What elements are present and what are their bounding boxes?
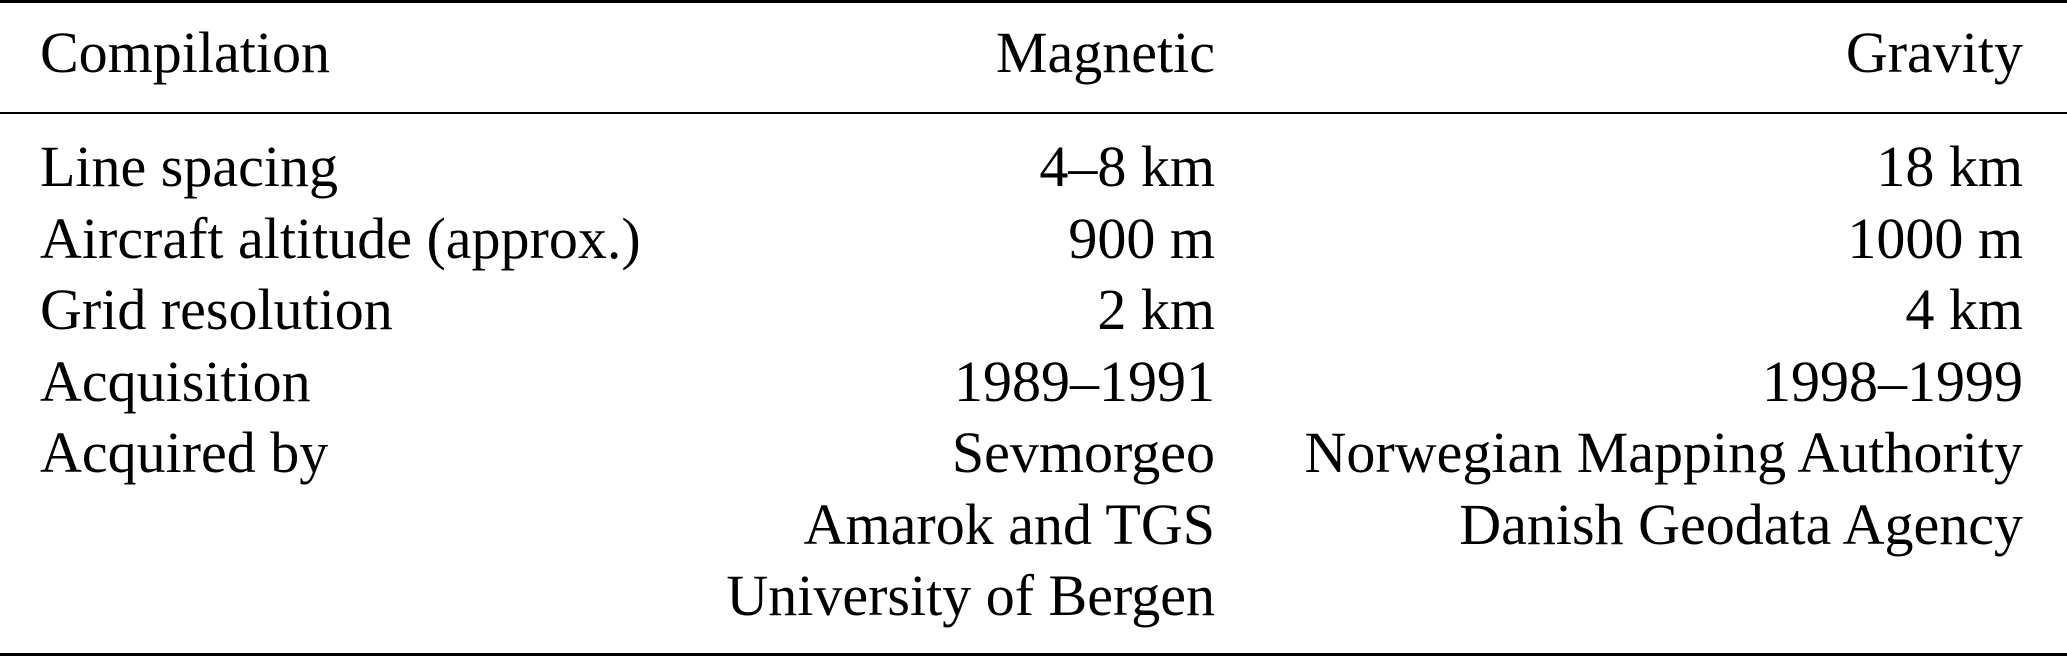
magnetic-cell: 1989–1991: [954, 348, 1215, 414]
row-label: Acquisition: [40, 348, 311, 414]
gravity-cell: Danish Geodata Agency: [1459, 491, 2023, 557]
table-row: Acquisition 1989–1991 1998–1999: [0, 346, 2067, 418]
gravity-cell: 18 km: [1876, 134, 2023, 199]
header-magnetic: Magnetic: [995, 20, 1215, 85]
header-rule: [0, 112, 2067, 114]
header-compilation: Compilation: [40, 20, 330, 85]
magnetic-cell: University of Bergen: [726, 563, 1215, 628]
magnetic-cell: 4–8 km: [1039, 134, 1215, 199]
top-rule: [0, 0, 2067, 3]
magnetic-cell: Amarok and TGS: [803, 491, 1215, 557]
table-row: University of Bergen: [0, 560, 2067, 632]
bottom-rule: [0, 653, 2067, 656]
table-row: Acquired by Sevmorgeo Norwegian Mapping Au…: [0, 417, 2067, 489]
table-row: Grid resolution 2 km 4 km: [0, 274, 2067, 346]
table-row: Line spacing 4–8 km 18 km: [0, 131, 2067, 203]
gravity-cell: 1998–1999: [1762, 348, 2023, 414]
gravity-cell: 1000 m: [1847, 205, 2023, 271]
gravity-cell: Norwegian Mapping Authority: [1304, 420, 2023, 485]
table-row: Amarok and TGS Danish Geodata Agency: [0, 489, 2067, 561]
row-label: Acquired by: [40, 420, 329, 485]
table-row: Aircraft altitude (approx.) 900 m 1000 m: [0, 203, 2067, 275]
magnetic-cell: 2 km: [1097, 277, 1215, 342]
header-gravity: Gravity: [1845, 20, 2023, 85]
row-label: Line spacing: [40, 134, 338, 199]
gravity-cell: 4 km: [1905, 277, 2023, 342]
row-label: Grid resolution: [40, 277, 393, 342]
magnetic-cell: Sevmorgeo: [951, 420, 1215, 485]
table-header: Compilation Magnetic Gravity: [0, 17, 2067, 89]
row-label: Aircraft altitude (approx.): [40, 205, 641, 271]
magnetic-cell: 900 m: [1068, 205, 1215, 271]
